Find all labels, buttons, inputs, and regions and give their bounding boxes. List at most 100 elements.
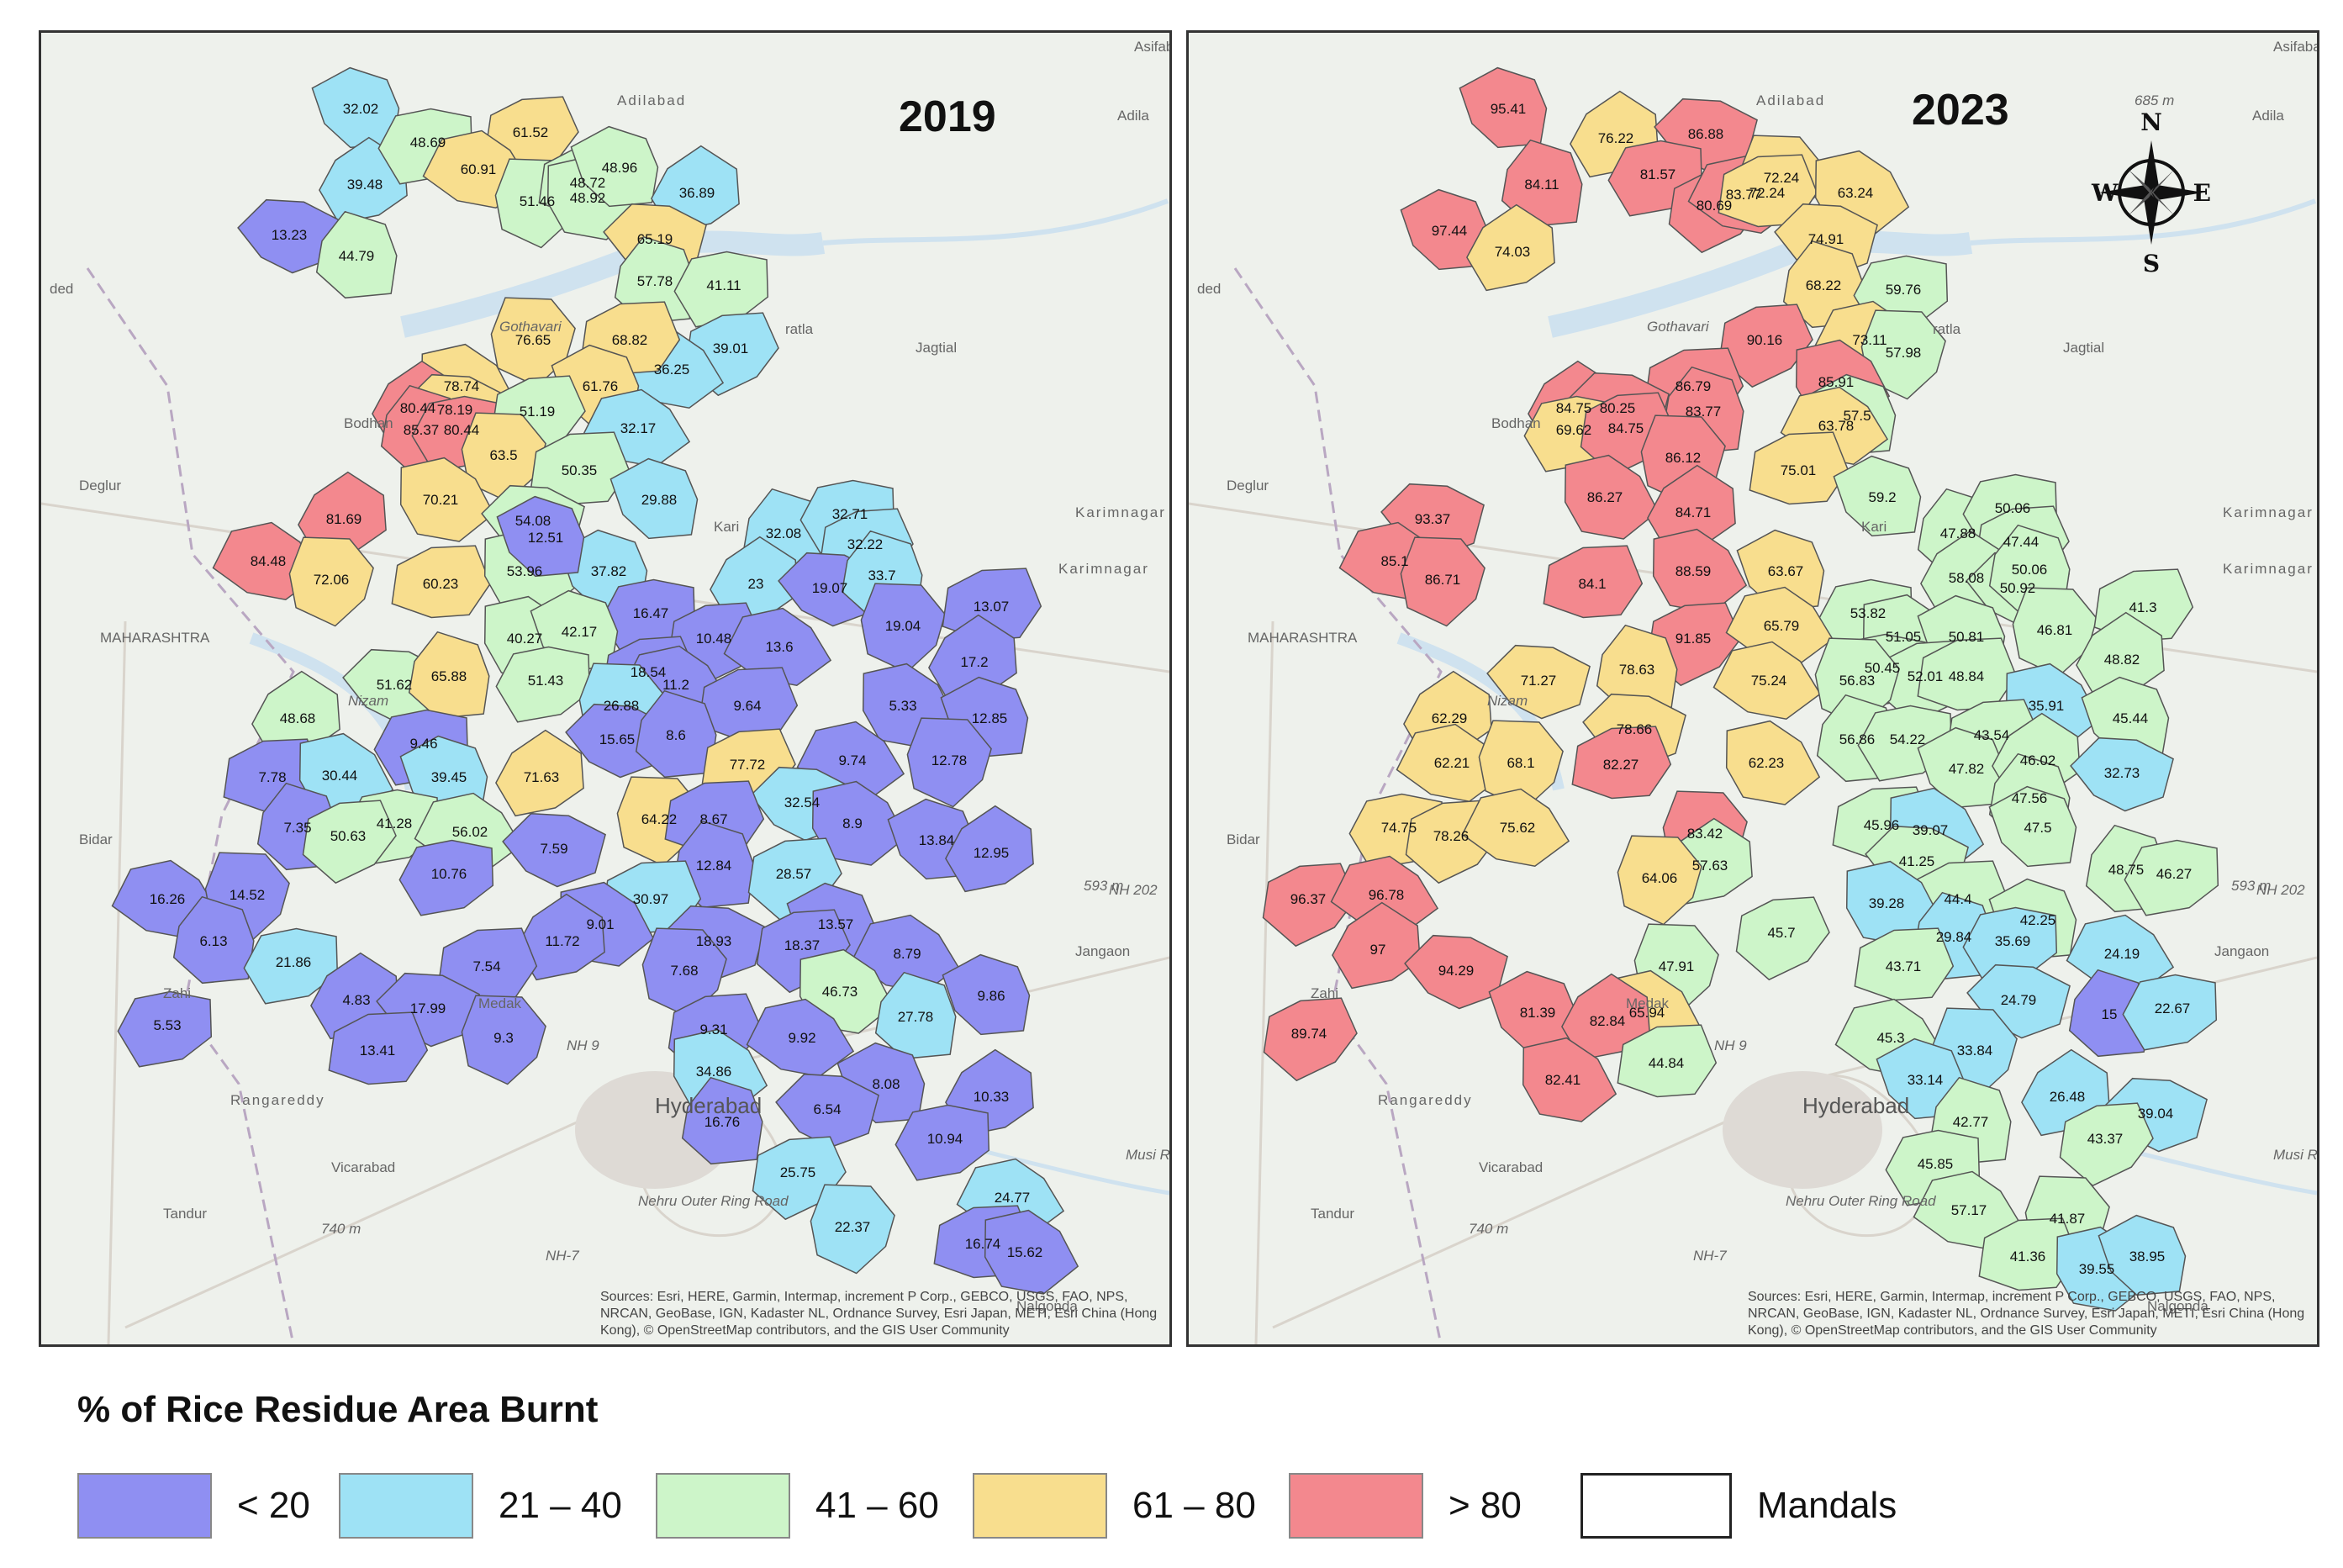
mandal-polygon[interactable] xyxy=(1486,644,1591,720)
mandal-polygon[interactable] xyxy=(1543,545,1644,619)
mandal-polygon[interactable] xyxy=(1712,641,1822,720)
mandal-polygon[interactable] xyxy=(2122,974,2218,1051)
mandal-polygon[interactable] xyxy=(906,717,992,808)
compass-e: E xyxy=(2193,179,2211,207)
mandal-polygon[interactable] xyxy=(461,995,546,1085)
mandal-polygon[interactable] xyxy=(673,251,769,328)
mandal-polygon[interactable] xyxy=(1400,536,1485,627)
place-label: Musi R xyxy=(1126,1147,1169,1163)
mandal-polygon[interactable] xyxy=(398,839,494,916)
mandal-polygon[interactable] xyxy=(984,1209,1079,1295)
river-line xyxy=(1970,198,2317,245)
mandal-polygon[interactable] xyxy=(237,198,341,274)
mandal-value-label: 51.43 xyxy=(528,673,564,689)
mandal-value-label: 42.17 xyxy=(562,624,598,640)
mandal-polygon[interactable] xyxy=(172,895,255,985)
mandal-polygon[interactable] xyxy=(609,457,699,540)
mandal-value-label: 39.07 xyxy=(1913,822,1949,838)
mandal-polygon[interactable] xyxy=(635,689,717,779)
mandal-polygon[interactable] xyxy=(288,536,374,627)
mandal-polygon[interactable] xyxy=(1749,431,1850,505)
mandal-polygon[interactable] xyxy=(1913,1170,2022,1249)
mandal-value-label: 50.81 xyxy=(1949,629,1985,645)
mandal-polygon[interactable] xyxy=(1461,788,1570,867)
mandal-value-label: 85.91 xyxy=(1818,374,1855,390)
mandal-polygon[interactable] xyxy=(1617,835,1702,926)
mandal-polygon[interactable] xyxy=(1988,785,2077,868)
mandal-polygon[interactable] xyxy=(328,1011,429,1085)
mandal-value-label: 22.67 xyxy=(2155,1000,2191,1016)
mandal-polygon[interactable] xyxy=(496,495,585,578)
mandal-polygon[interactable] xyxy=(1332,901,1421,990)
mandal-value-label: 80.25 xyxy=(1600,400,1636,416)
mandal-value-label: 61.76 xyxy=(583,378,619,394)
mandal-value-label: 69.62 xyxy=(1556,422,1592,438)
mandal-polygon[interactable] xyxy=(1962,906,2058,984)
mandal-polygon[interactable] xyxy=(1571,726,1672,800)
place-label: Nalgonda xyxy=(2147,1298,2208,1314)
legend-label: Mandals xyxy=(1757,1485,1897,1526)
mandal-value-label: 57.78 xyxy=(637,273,673,289)
mandal-value-label: 47.91 xyxy=(1659,958,1695,974)
place-label: Vicarabad xyxy=(331,1159,395,1175)
mandal-polygon[interactable] xyxy=(315,210,398,299)
mandal-value-label: 74.75 xyxy=(1381,820,1417,836)
place-label: Jangaon xyxy=(1075,943,1130,959)
place-label: Jagtial xyxy=(916,340,957,356)
mandal-value-label: 15.62 xyxy=(1007,1244,1043,1260)
place-label: Karimnagar xyxy=(1075,504,1166,520)
mandal-polygon[interactable] xyxy=(2070,736,2174,812)
mandal-polygon[interactable] xyxy=(1860,309,1946,400)
place-label: NH 9 xyxy=(567,1037,599,1053)
mandal-polygon[interactable] xyxy=(2124,839,2219,916)
mandal-polygon[interactable] xyxy=(516,893,605,981)
musi-river-line xyxy=(982,1148,1169,1196)
mandal-polygon[interactable] xyxy=(1718,154,1818,228)
mandal-value-label: 9.64 xyxy=(733,698,761,714)
mandal-polygon[interactable] xyxy=(502,812,606,888)
mandal-polygon[interactable] xyxy=(1404,934,1508,1010)
place-label: MAHARASHTRA xyxy=(100,630,210,646)
mandal-polygon[interactable] xyxy=(681,1076,763,1165)
mandal-polygon[interactable] xyxy=(1718,304,1813,388)
mandal-value-label: 43.71 xyxy=(1886,958,1922,974)
mandal-value-label: 5.53 xyxy=(153,1017,181,1033)
mandal-polygon[interactable] xyxy=(302,800,397,884)
mandal-polygon[interactable] xyxy=(1725,720,1821,805)
mandal-value-label: 56.02 xyxy=(452,824,488,840)
mandal-polygon[interactable] xyxy=(1917,637,2018,711)
mandal-polygon[interactable] xyxy=(1561,973,1650,1061)
mandal-value-label: 33.14 xyxy=(1908,1072,1944,1088)
mandal-polygon[interactable] xyxy=(1262,863,1357,948)
mandal-value-label: 32.02 xyxy=(343,101,379,117)
mandal-value-label: 41.25 xyxy=(1899,853,1935,869)
mandal-value-label: 16.74 xyxy=(965,1236,1001,1252)
mandal-polygon[interactable] xyxy=(1854,927,1955,1001)
mandal-value-label: 7.68 xyxy=(670,963,698,979)
mandal-polygon[interactable] xyxy=(1522,1037,1617,1122)
mandal-polygon[interactable] xyxy=(942,953,1031,1036)
mandal-polygon[interactable] xyxy=(570,125,659,208)
mandal-polygon[interactable] xyxy=(1617,1024,1718,1098)
mandal-polygon[interactable] xyxy=(810,1184,895,1275)
mandal-polygon[interactable] xyxy=(1833,455,1922,537)
mandal-polygon[interactable] xyxy=(117,990,213,1068)
mandal-polygon[interactable] xyxy=(1466,203,1555,292)
mandal-value-label: 12.84 xyxy=(696,858,732,874)
mandal-polygon[interactable] xyxy=(2059,1102,2154,1187)
mandal-value-label: 50.06 xyxy=(1995,500,2031,516)
mandal-polygon[interactable] xyxy=(1652,528,1748,614)
mandal-value-label: 84.1 xyxy=(1578,576,1606,592)
mandal-polygon[interactable] xyxy=(1396,723,1505,802)
mandal-polygon[interactable] xyxy=(1735,896,1830,981)
mandal-polygon[interactable] xyxy=(723,607,832,686)
mandal-value-label: 46.27 xyxy=(2156,866,2193,882)
mandal-value-label: 45.7 xyxy=(1767,925,1795,941)
mandal-polygon[interactable] xyxy=(894,1104,990,1181)
mandal-polygon[interactable] xyxy=(495,729,584,817)
mandal-polygon[interactable] xyxy=(945,805,1034,893)
mandal-polygon[interactable] xyxy=(243,927,339,1005)
mandal-value-label: 6.54 xyxy=(813,1101,841,1117)
mandal-polygon[interactable] xyxy=(2098,1214,2187,1296)
mandal-polygon[interactable] xyxy=(1263,997,1358,1082)
